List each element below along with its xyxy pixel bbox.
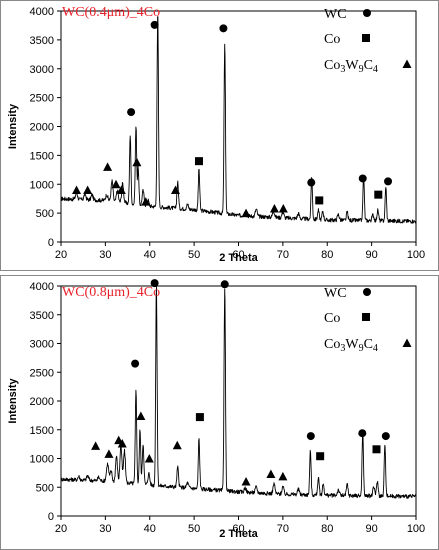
y-tick-label: 0: [48, 237, 54, 249]
legend-label: Co: [324, 311, 340, 326]
co3w9c4-marker: [170, 185, 180, 195]
y-tick-label: 2000: [30, 122, 54, 134]
y-tick-label: 4000: [30, 281, 54, 293]
panel-title: WC(0.4μm)_4Co: [62, 5, 160, 20]
wc-marker: [220, 280, 229, 289]
xrd-pattern-line: [60, 286, 417, 499]
co3w9c4-marker: [111, 179, 121, 189]
panel-1-border: [0, 0, 439, 271]
wc-marker: [384, 177, 393, 186]
co-marker: [316, 452, 325, 461]
co3w9c4-marker: [278, 471, 288, 481]
x-tick-label: 80: [321, 249, 333, 261]
y-axis-label: Intensity: [7, 103, 19, 149]
co3w9c4-marker: [269, 204, 279, 213]
xrd-panel-1: 20 30 40 50 60 70 80 90 100050010001500200025003…: [7, 5, 425, 264]
x-tick-label: 30: [99, 523, 111, 535]
y-tick-label: 1000: [30, 454, 54, 466]
y-axis-label: Intensity: [7, 378, 19, 424]
x-axis-label: 2 Theta: [219, 528, 258, 540]
xrd-panel-2: 20 30 40 50 60 70 80 90 100050010001500200025003…: [7, 279, 425, 540]
legend-label: Co3W9C4: [324, 337, 378, 354]
legend-label: WC: [324, 286, 347, 301]
x-tick-label: 60: [232, 249, 244, 261]
co3w9c4-marker: [172, 440, 182, 450]
co3w9c4-marker: [91, 441, 101, 450]
x-tick-label: 20: [55, 249, 67, 261]
panel-2-border: [0, 275, 439, 550]
y-tick-label: 2000: [30, 396, 54, 408]
legend-square-marker: [362, 313, 370, 321]
x-tick-label: 40: [144, 249, 156, 261]
co3w9c4-marker: [104, 449, 114, 458]
y-tick-label: 3500: [30, 310, 54, 322]
legend-square-marker: [362, 34, 370, 42]
y-tick-label: 1500: [30, 425, 54, 437]
x-tick-label: 100: [407, 523, 425, 535]
co3w9c4-marker: [144, 454, 154, 463]
y-tick-label: 1000: [30, 179, 54, 191]
y-tick-label: 1500: [30, 150, 54, 162]
y-tick-label: 4000: [30, 6, 54, 18]
y-tick-label: 2500: [30, 93, 54, 105]
co3w9c4-marker: [141, 197, 151, 206]
legend-circle-marker: [363, 288, 371, 296]
co3w9c4-marker: [72, 185, 82, 195]
co-marker: [372, 445, 381, 454]
co-marker: [374, 190, 383, 199]
legend-triangle-marker: [402, 338, 412, 347]
wc-marker: [358, 174, 367, 183]
wc-marker: [150, 20, 159, 29]
co3w9c4-marker: [132, 157, 142, 167]
x-tick-label: 30: [99, 249, 111, 261]
y-tick-label: 3500: [30, 35, 54, 47]
co3w9c4-marker: [103, 162, 113, 171]
co3w9c4-marker: [241, 208, 251, 218]
co-marker: [315, 196, 324, 205]
xrd-pattern-line: [60, 16, 417, 224]
x-tick-label: 50: [188, 523, 200, 535]
legend-label: WC: [324, 7, 347, 22]
x-tick-label: 50: [188, 249, 200, 261]
x-tick-label: 70: [277, 523, 289, 535]
y-tick-label: 0: [48, 511, 54, 523]
y-tick-label: 500: [36, 482, 54, 494]
co3w9c4-marker: [116, 185, 126, 195]
x-tick-label: 60: [232, 523, 244, 535]
x-tick-label: 20: [55, 523, 67, 535]
co3w9c4-marker: [278, 204, 288, 213]
co3w9c4-marker: [266, 469, 276, 479]
x-tick-label: 70: [277, 249, 289, 261]
co-marker: [195, 413, 204, 422]
wc-marker: [131, 359, 140, 368]
co-marker: [195, 157, 204, 166]
wc-marker: [127, 108, 136, 117]
co3w9c4-marker: [83, 185, 93, 195]
wc-marker: [150, 279, 159, 288]
legend-label: Co3W9C4: [324, 58, 378, 75]
y-tick-label: 2500: [30, 367, 54, 379]
panel-title: WC(0.8μm)_4Co: [62, 285, 160, 300]
x-tick-label: 40: [144, 523, 156, 535]
wc-marker: [358, 429, 367, 438]
wc-marker: [307, 178, 316, 187]
x-tick-label: 100: [407, 249, 425, 261]
co3w9c4-marker: [136, 411, 146, 420]
wc-marker: [219, 24, 228, 33]
x-tick-label: 90: [366, 249, 378, 261]
x-tick-label: 90: [366, 523, 378, 535]
legend-label: Co: [324, 32, 340, 47]
y-tick-label: 500: [36, 208, 54, 220]
x-tick-label: 80: [321, 523, 333, 535]
co3w9c4-marker: [117, 439, 127, 448]
legend-triangle-marker: [402, 59, 412, 68]
co3w9c4-marker: [241, 477, 251, 486]
x-axis-label: 2 Theta: [219, 252, 258, 264]
wc-marker: [381, 432, 390, 441]
y-tick-label: 3000: [30, 339, 54, 351]
y-tick-label: 3000: [30, 64, 54, 76]
legend-circle-marker: [363, 9, 371, 17]
wc-marker: [306, 432, 315, 441]
